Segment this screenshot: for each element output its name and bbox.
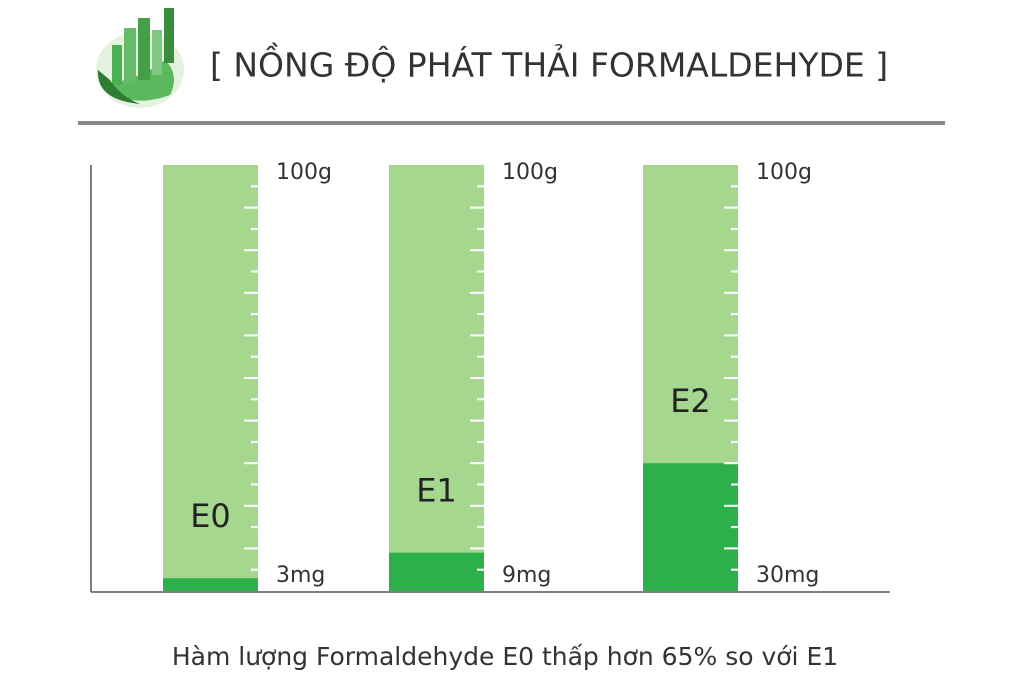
value-label: 9mg <box>502 563 551 588</box>
value-label: 3mg <box>276 563 325 588</box>
value-label: 30mg <box>756 563 819 588</box>
fill-bar <box>389 552 484 591</box>
top-label: 100g <box>502 160 558 185</box>
fill-bar <box>643 463 738 591</box>
tube <box>163 165 258 591</box>
category-label: E1 <box>416 472 457 510</box>
category-label: E2 <box>670 382 711 420</box>
top-label: 100g <box>756 160 812 185</box>
title: [ NỒNG ĐỘ PHÁT THẢI FORMALDEHYDE ] <box>210 42 888 85</box>
logo <box>96 8 184 108</box>
category-label: E0 <box>190 497 231 535</box>
fill-bar <box>163 578 258 591</box>
caption: Hàm lượng Formaldehyde E0 thấp hơn 65% s… <box>172 642 838 671</box>
top-label: 100g <box>276 160 332 185</box>
tube <box>389 165 484 591</box>
